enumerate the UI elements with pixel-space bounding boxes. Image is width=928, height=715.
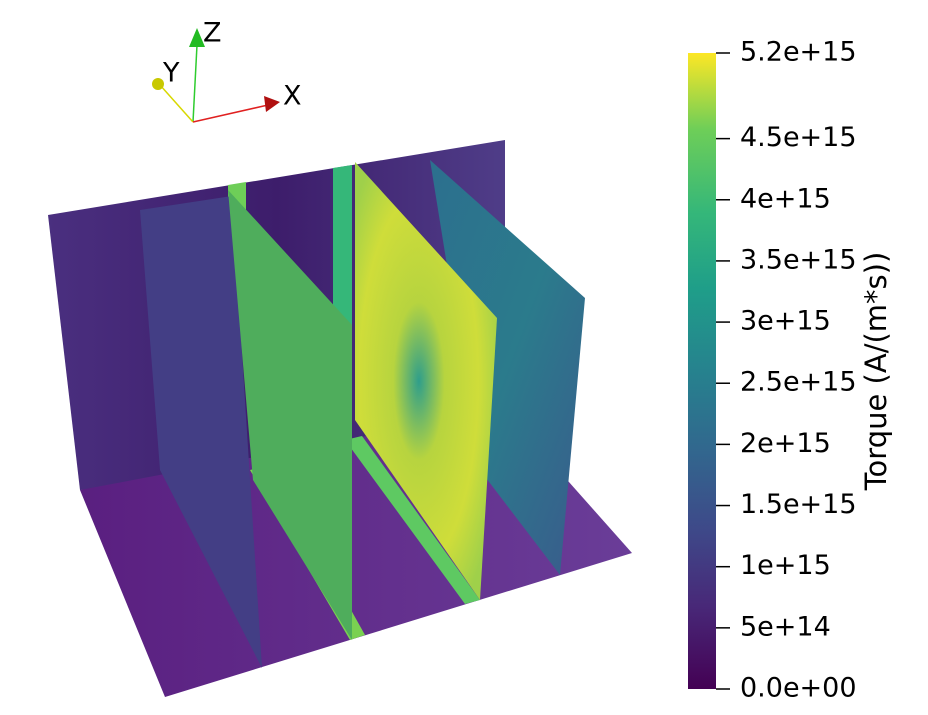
axis-line	[159, 84, 194, 123]
plane	[140, 196, 262, 668]
orientation-axes: X Y Z	[152, 18, 302, 123]
colorbar-title: Torque (A/(m*s))	[859, 252, 893, 492]
plane	[430, 160, 585, 575]
tick-label: 1.5e+15	[740, 489, 857, 520]
colorbar: Torque (A/(m*s)) 5.2e+15 4.5e+15 4e+15 3.5e…	[688, 37, 893, 704]
axis-cone	[189, 28, 205, 47]
axis-line	[192, 44, 198, 123]
axis-cone	[264, 96, 280, 112]
axis-label: X	[283, 81, 302, 112]
tick-label: 4.5e+15	[740, 122, 857, 153]
tick-label: 3e+15	[740, 306, 831, 337]
plane	[228, 190, 352, 640]
tick-label: 5.2e+15	[740, 37, 857, 68]
tick-label: 1e+15	[740, 550, 831, 581]
axis-cone	[152, 78, 164, 90]
scene	[48, 140, 632, 697]
axis-label: Z	[203, 18, 222, 49]
axis-label: Y	[162, 58, 180, 89]
colorbar-ramp	[688, 53, 716, 689]
tick-label: 5e+14	[740, 611, 831, 642]
tick-label: 2.5e+15	[740, 367, 857, 398]
tick-label: 0.0e+00	[740, 673, 857, 704]
plane	[355, 162, 497, 600]
axis-line	[192, 104, 269, 123]
tick-label: 3.5e+15	[740, 244, 857, 275]
floor-stripe	[345, 436, 480, 604]
tick-label: 4e+15	[740, 183, 831, 214]
tick-label: 2e+15	[740, 428, 831, 459]
